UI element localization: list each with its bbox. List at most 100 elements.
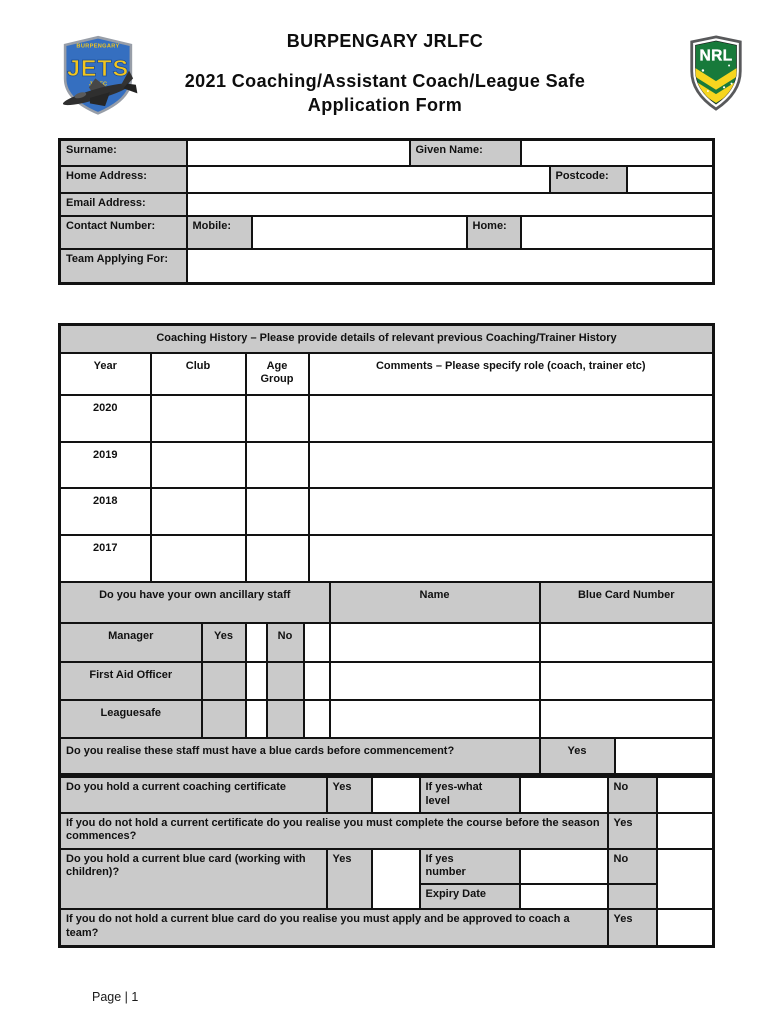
page-title: BURPENGARY JRLFC — [286, 31, 484, 51]
no-blue-card-yes-checkbox[interactable] — [655, 908, 715, 947]
manager-row: Manager Yes No — [58, 621, 715, 663]
coaching-certificate-no-checkbox[interactable] — [655, 775, 715, 814]
if-yes-number-label: If yes number — [418, 847, 521, 885]
form-title-line1: 2021 Coaching/Assistant Coach/League Saf… — [184, 71, 586, 91]
comments-input-2019[interactable] — [307, 440, 715, 489]
home-phone-input[interactable] — [519, 214, 715, 250]
mobile-input[interactable] — [250, 214, 468, 250]
blue-card-no-checkbox[interactable] — [655, 847, 715, 910]
year-2018: 2018 — [58, 486, 152, 536]
expiry-date-input[interactable] — [518, 883, 609, 910]
no-blue-card-row: If you do not hold a current blue card d… — [58, 908, 715, 947]
certification-questions-table: Do you hold a current coaching certifica… — [58, 775, 715, 948]
blue-card-column-header: Blue Card Number — [538, 580, 715, 624]
manager-no-checkbox[interactable] — [302, 621, 331, 663]
nrl-chevrons — [695, 64, 737, 103]
form-title-line2: Application Form — [307, 95, 463, 115]
leaguesafe-yes-cell — [200, 698, 247, 739]
blue-card-no-filler-cell — [606, 883, 658, 910]
coaching-certificate-yes-label: Yes — [325, 775, 373, 814]
manager-label: Manager — [58, 621, 203, 663]
email-input[interactable] — [185, 191, 715, 217]
surname-row: Surname: Given Name: — [58, 138, 715, 167]
staff-blue-card-question-row: Do you realise these staff must have a b… — [58, 736, 715, 776]
age-group-input-2020[interactable] — [244, 393, 310, 443]
comments-input-2018[interactable] — [307, 486, 715, 536]
blue-card-yes-checkbox[interactable] — [370, 847, 421, 910]
comments-input-2017[interactable] — [307, 533, 715, 583]
home-address-row: Home Address: Postcode: — [58, 164, 715, 194]
age-group-input-2017[interactable] — [244, 533, 310, 583]
first-aid-yes-checkbox[interactable] — [244, 660, 268, 701]
manager-name-input[interactable] — [328, 621, 541, 663]
club-input-2020[interactable] — [149, 393, 247, 443]
what-level-input[interactable] — [518, 775, 609, 814]
coaching-certificate-yes-checkbox[interactable] — [370, 775, 421, 814]
club-input-2017[interactable] — [149, 533, 247, 583]
no-certificate-row: If you do not hold a current certificate… — [58, 811, 715, 850]
age-group-input-2018[interactable] — [244, 486, 310, 536]
ancillary-staff-header: Do you have your own ancillary staff — [58, 580, 331, 624]
first-aid-label: First Aid Officer — [58, 660, 203, 701]
team-applying-input[interactable] — [185, 247, 715, 285]
given-name-input[interactable] — [519, 138, 715, 167]
club-column-header: Club — [149, 351, 247, 396]
history-row-2019: 2019 — [58, 440, 715, 489]
personal-details-table: Surname: Given Name: Home Address: Postc… — [58, 138, 716, 285]
first-aid-row: First Aid Officer — [58, 660, 715, 701]
blue-card-row: Do you hold a current blue card (working… — [58, 847, 715, 910]
jets-logo: BURPENGARY JETS JRLFC — [53, 33, 143, 121]
leaguesafe-yes-checkbox[interactable] — [244, 698, 268, 739]
age-group-input-2019[interactable] — [244, 440, 310, 489]
no-certificate-yes-checkbox[interactable] — [655, 811, 715, 850]
staff-blue-card-yes-checkbox[interactable] — [613, 736, 715, 776]
no-blue-card-question: If you do not hold a current blue card d… — [58, 908, 609, 947]
postcode-input[interactable] — [625, 164, 715, 194]
history-row-2017: 2017 — [58, 533, 715, 583]
first-aid-name-input[interactable] — [328, 660, 541, 701]
jets-logo-main-text: JETS — [67, 55, 129, 81]
coaching-history-column-header-row: Year Club Age Group Comments – Please sp… — [58, 351, 715, 396]
leaguesafe-no-cell — [265, 698, 305, 739]
if-yes-what-level-label: If yes-what level — [418, 775, 521, 814]
blue-card-number-input[interactable] — [518, 847, 609, 885]
no-certificate-question: If you do not hold a current certificate… — [58, 811, 609, 850]
nrl-logo: NRL — [688, 34, 744, 112]
blue-card-question: Do you hold a current blue card (working… — [58, 847, 328, 910]
ancillary-header-row: Do you have your own ancillary staff Nam… — [58, 580, 715, 624]
year-column-header: Year — [58, 351, 152, 396]
age-group-column-header: Age Group — [244, 351, 310, 396]
no-blue-card-yes-label: Yes — [606, 908, 658, 947]
expiry-date-row: Expiry Date — [60, 883, 714, 910]
manager-yes-checkbox[interactable] — [244, 621, 268, 663]
jet-plane-icon — [62, 70, 138, 107]
home-address-label: Home Address: — [58, 164, 188, 194]
leaguesafe-name-input[interactable] — [328, 698, 541, 739]
first-aid-blue-card-input[interactable] — [538, 660, 715, 701]
coaching-history-table: Coaching History – Please provide detail… — [58, 323, 716, 776]
home-address-input[interactable] — [185, 164, 551, 194]
contact-row: Contact Number: Mobile: Home: — [58, 214, 715, 250]
mobile-label: Mobile: — [185, 214, 253, 250]
manager-no-label: No — [265, 621, 305, 663]
coaching-certificate-no-label: No — [606, 775, 658, 814]
jets-logo-graphic: BURPENGARY JETS JRLFC — [62, 35, 138, 115]
leaguesafe-blue-card-input[interactable] — [538, 698, 715, 739]
leaguesafe-no-checkbox[interactable] — [302, 698, 331, 739]
comments-input-2020[interactable] — [307, 393, 715, 443]
manager-blue-card-input[interactable] — [538, 621, 715, 663]
surname-input[interactable] — [185, 138, 411, 167]
club-input-2019[interactable] — [149, 440, 247, 489]
home-phone-label: Home: — [465, 214, 522, 250]
expiry-date-label: Expiry Date — [418, 883, 521, 910]
page-number: Page | 1 — [92, 990, 139, 1004]
leaguesafe-label: Leaguesafe — [58, 698, 203, 739]
club-input-2018[interactable] — [149, 486, 247, 536]
history-row-2018: 2018 — [58, 486, 715, 536]
blue-card-yes-label: Yes — [325, 847, 373, 910]
leaguesafe-row: Leaguesafe — [58, 698, 715, 739]
year-2017: 2017 — [58, 533, 152, 583]
first-aid-no-checkbox[interactable] — [302, 660, 331, 701]
contact-number-label: Contact Number: — [58, 214, 188, 250]
